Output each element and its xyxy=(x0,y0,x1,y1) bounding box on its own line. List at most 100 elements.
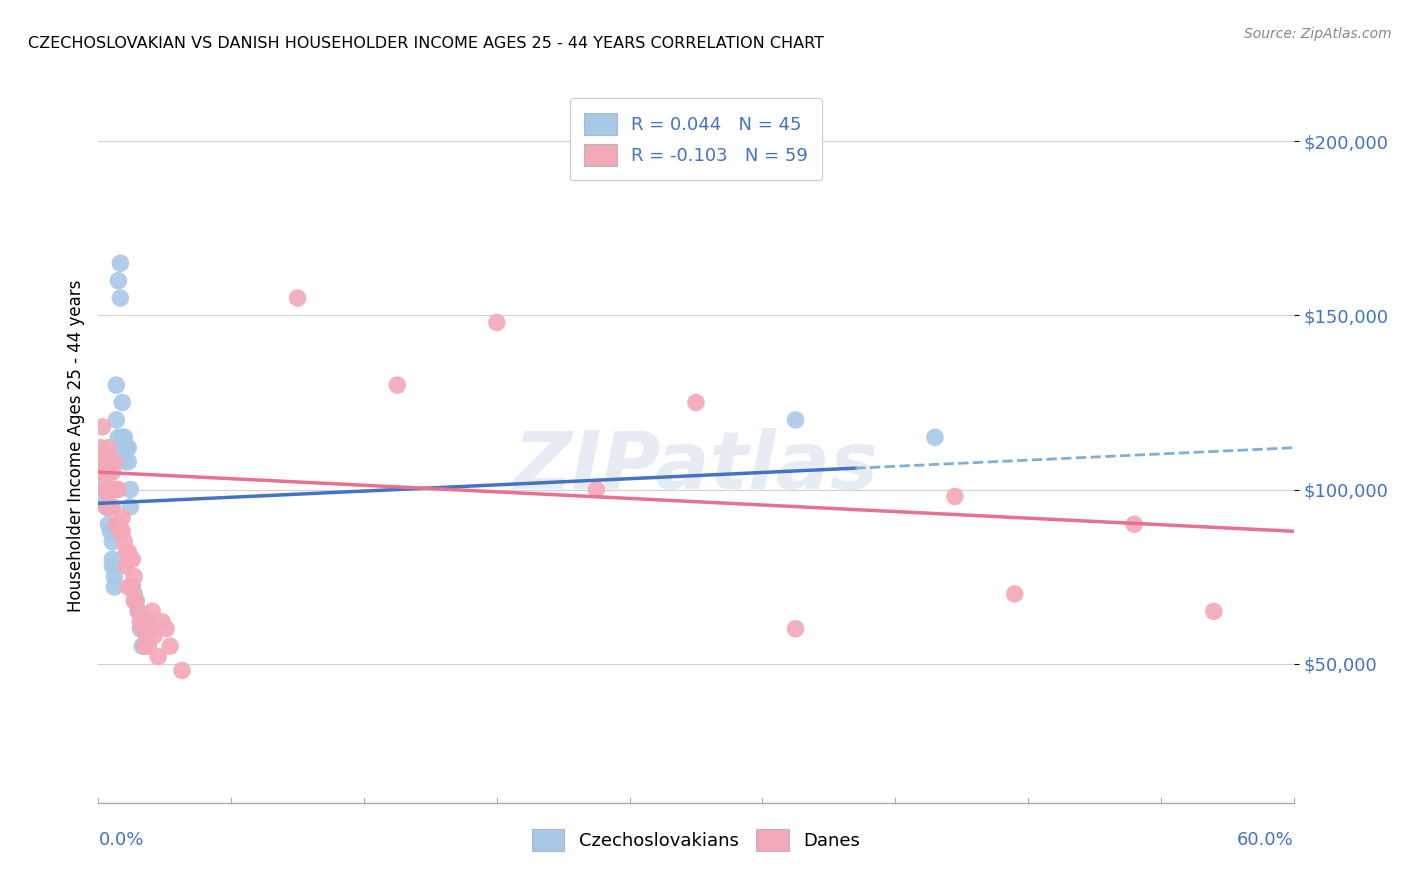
Point xyxy=(585,483,607,497)
Point xyxy=(172,664,194,678)
Point xyxy=(155,622,177,636)
Point xyxy=(97,441,120,455)
Point xyxy=(97,500,120,514)
Point xyxy=(129,622,152,636)
Point xyxy=(117,455,139,469)
Point xyxy=(125,594,148,608)
Point xyxy=(105,378,128,392)
Point xyxy=(98,524,122,539)
Point xyxy=(485,315,508,329)
Point xyxy=(96,500,118,514)
Point xyxy=(96,465,118,479)
Point xyxy=(105,517,128,532)
Point xyxy=(125,594,148,608)
Point xyxy=(134,639,156,653)
Point xyxy=(131,622,153,636)
Point xyxy=(97,465,120,479)
Point xyxy=(98,500,122,514)
Point xyxy=(115,545,138,559)
Point xyxy=(110,291,132,305)
Point xyxy=(101,500,124,514)
Point xyxy=(107,517,129,532)
Point xyxy=(110,524,132,539)
Point xyxy=(91,465,114,479)
Point xyxy=(107,448,129,462)
Point xyxy=(112,430,135,444)
Point xyxy=(785,413,807,427)
Point xyxy=(685,395,707,409)
Point xyxy=(101,552,124,566)
Text: ZIPatlas: ZIPatlas xyxy=(513,428,879,507)
Point xyxy=(112,534,135,549)
Point xyxy=(101,559,124,574)
Point xyxy=(98,483,122,497)
Point xyxy=(98,500,122,514)
Point xyxy=(124,594,146,608)
Point xyxy=(117,580,139,594)
Point xyxy=(91,455,114,469)
Point xyxy=(110,256,132,270)
Point xyxy=(111,524,134,539)
Point xyxy=(103,569,125,583)
Point xyxy=(120,483,142,497)
Point xyxy=(924,430,946,444)
Text: CZECHOSLOVAKIAN VS DANISH HOUSEHOLDER INCOME AGES 25 - 44 YEARS CORRELATION CHAR: CZECHOSLOVAKIAN VS DANISH HOUSEHOLDER IN… xyxy=(28,36,824,51)
Point xyxy=(105,413,128,427)
Point xyxy=(117,441,139,455)
Point xyxy=(101,534,124,549)
Point xyxy=(91,468,114,483)
Point xyxy=(103,580,125,594)
Point xyxy=(136,639,159,653)
Point xyxy=(103,455,125,469)
Point xyxy=(97,483,120,497)
Point xyxy=(112,455,135,469)
Point xyxy=(93,483,115,497)
Y-axis label: Householder Income Ages 25 - 44 years: Householder Income Ages 25 - 44 years xyxy=(66,280,84,612)
Legend: Czechoslovakians, Danes: Czechoslovakians, Danes xyxy=(524,822,868,858)
Text: Source: ZipAtlas.com: Source: ZipAtlas.com xyxy=(1244,27,1392,41)
Point xyxy=(127,604,149,618)
Point xyxy=(135,629,157,643)
Point xyxy=(101,465,124,479)
Point xyxy=(96,465,118,479)
Point xyxy=(287,291,309,305)
Point xyxy=(89,448,111,462)
Point xyxy=(143,629,166,643)
Point xyxy=(150,615,173,629)
Point xyxy=(93,496,115,510)
Point xyxy=(385,378,409,392)
Point xyxy=(124,587,146,601)
Point xyxy=(943,490,966,504)
Point xyxy=(97,517,120,532)
Point xyxy=(1123,517,1146,532)
Point xyxy=(121,580,143,594)
Point xyxy=(111,510,134,524)
Point xyxy=(121,552,143,566)
Point xyxy=(105,483,128,497)
Point xyxy=(107,430,129,444)
Point xyxy=(93,455,115,469)
Text: 60.0%: 60.0% xyxy=(1237,831,1294,849)
Point xyxy=(107,483,129,497)
Point xyxy=(785,622,807,636)
Point xyxy=(96,483,118,497)
Point xyxy=(96,500,118,514)
Point xyxy=(121,580,143,594)
Point xyxy=(127,604,149,618)
Point xyxy=(111,430,134,444)
Point xyxy=(120,500,142,514)
Point xyxy=(89,441,111,455)
Point xyxy=(139,622,162,636)
Point xyxy=(115,441,138,455)
Point xyxy=(148,649,170,664)
Point xyxy=(98,483,122,497)
Point xyxy=(131,639,153,653)
Point xyxy=(111,395,134,409)
Point xyxy=(97,455,120,469)
Point xyxy=(93,483,115,497)
Point xyxy=(159,639,181,653)
Point xyxy=(91,420,114,434)
Point xyxy=(107,274,129,288)
Point xyxy=(1202,604,1225,618)
Point xyxy=(1004,587,1026,601)
